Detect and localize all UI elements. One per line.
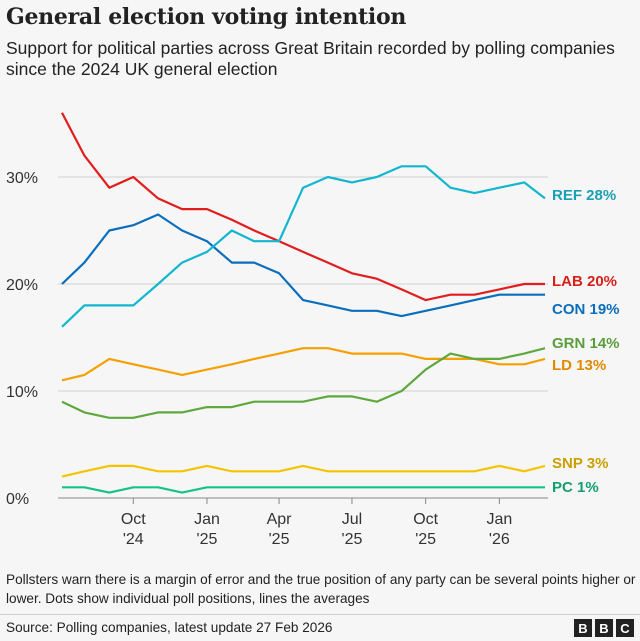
series-label-pc: PC 1% (552, 479, 599, 496)
x-tick-label: '26 (489, 531, 510, 548)
logo-letter: B (595, 619, 613, 637)
logo-letter: B (574, 619, 592, 637)
series-label-grn: GRN 14% (552, 335, 620, 352)
series-line-pc (62, 486, 545, 494)
series-label-lab: LAB 20% (552, 273, 617, 290)
y-tick-label: 20% (6, 277, 38, 294)
series-label-ref: REF 28% (552, 187, 616, 204)
x-tick-label: Apr (267, 511, 293, 528)
x-tick-label: Jan (194, 511, 220, 528)
x-tick-label: Oct (121, 511, 146, 528)
y-tick-label: 30% (6, 170, 38, 187)
chart-note: Pollsters warn there is a margin of erro… (6, 572, 636, 606)
x-tick-label: '25 (415, 531, 436, 548)
y-tick-label: 10% (6, 384, 38, 401)
series-label-ld: LD 13% (552, 357, 606, 374)
series-line-lab (61, 112, 545, 302)
series-line-snp (61, 464, 546, 478)
chart-title: General election voting intention (6, 4, 407, 30)
series-line-grn (61, 347, 546, 419)
y-tick-label: 0% (6, 491, 29, 508)
series-line-ref (61, 165, 546, 328)
line-chart: 0% 10% 20% 30% Oct '24 Jan '25 Apr '25 Jul '25 Oct '2… (6, 112, 620, 548)
x-tick-label: '25 (197, 531, 218, 548)
source-text: Source: Polling companies, latest update… (6, 620, 333, 635)
x-tick-label: '25 (342, 531, 363, 548)
series-label-con: CON 19% (552, 301, 620, 318)
series-line-ld (61, 347, 546, 382)
x-tick-label: Jan (486, 511, 512, 528)
series-line-con (61, 213, 545, 318)
logo-letter: C (616, 619, 634, 637)
footer: Source: Polling companies, latest update… (0, 614, 640, 641)
x-tick-label: '25 (269, 531, 290, 548)
x-tick-label: '24 (123, 531, 144, 548)
x-tick-label: Jul (342, 511, 362, 528)
bbc-logo: B B C (574, 619, 634, 637)
series-label-snp: SNP 3% (552, 455, 608, 472)
chart-subtitle: Support for political parties across Gre… (6, 38, 615, 79)
x-tick-label: Oct (413, 511, 438, 528)
